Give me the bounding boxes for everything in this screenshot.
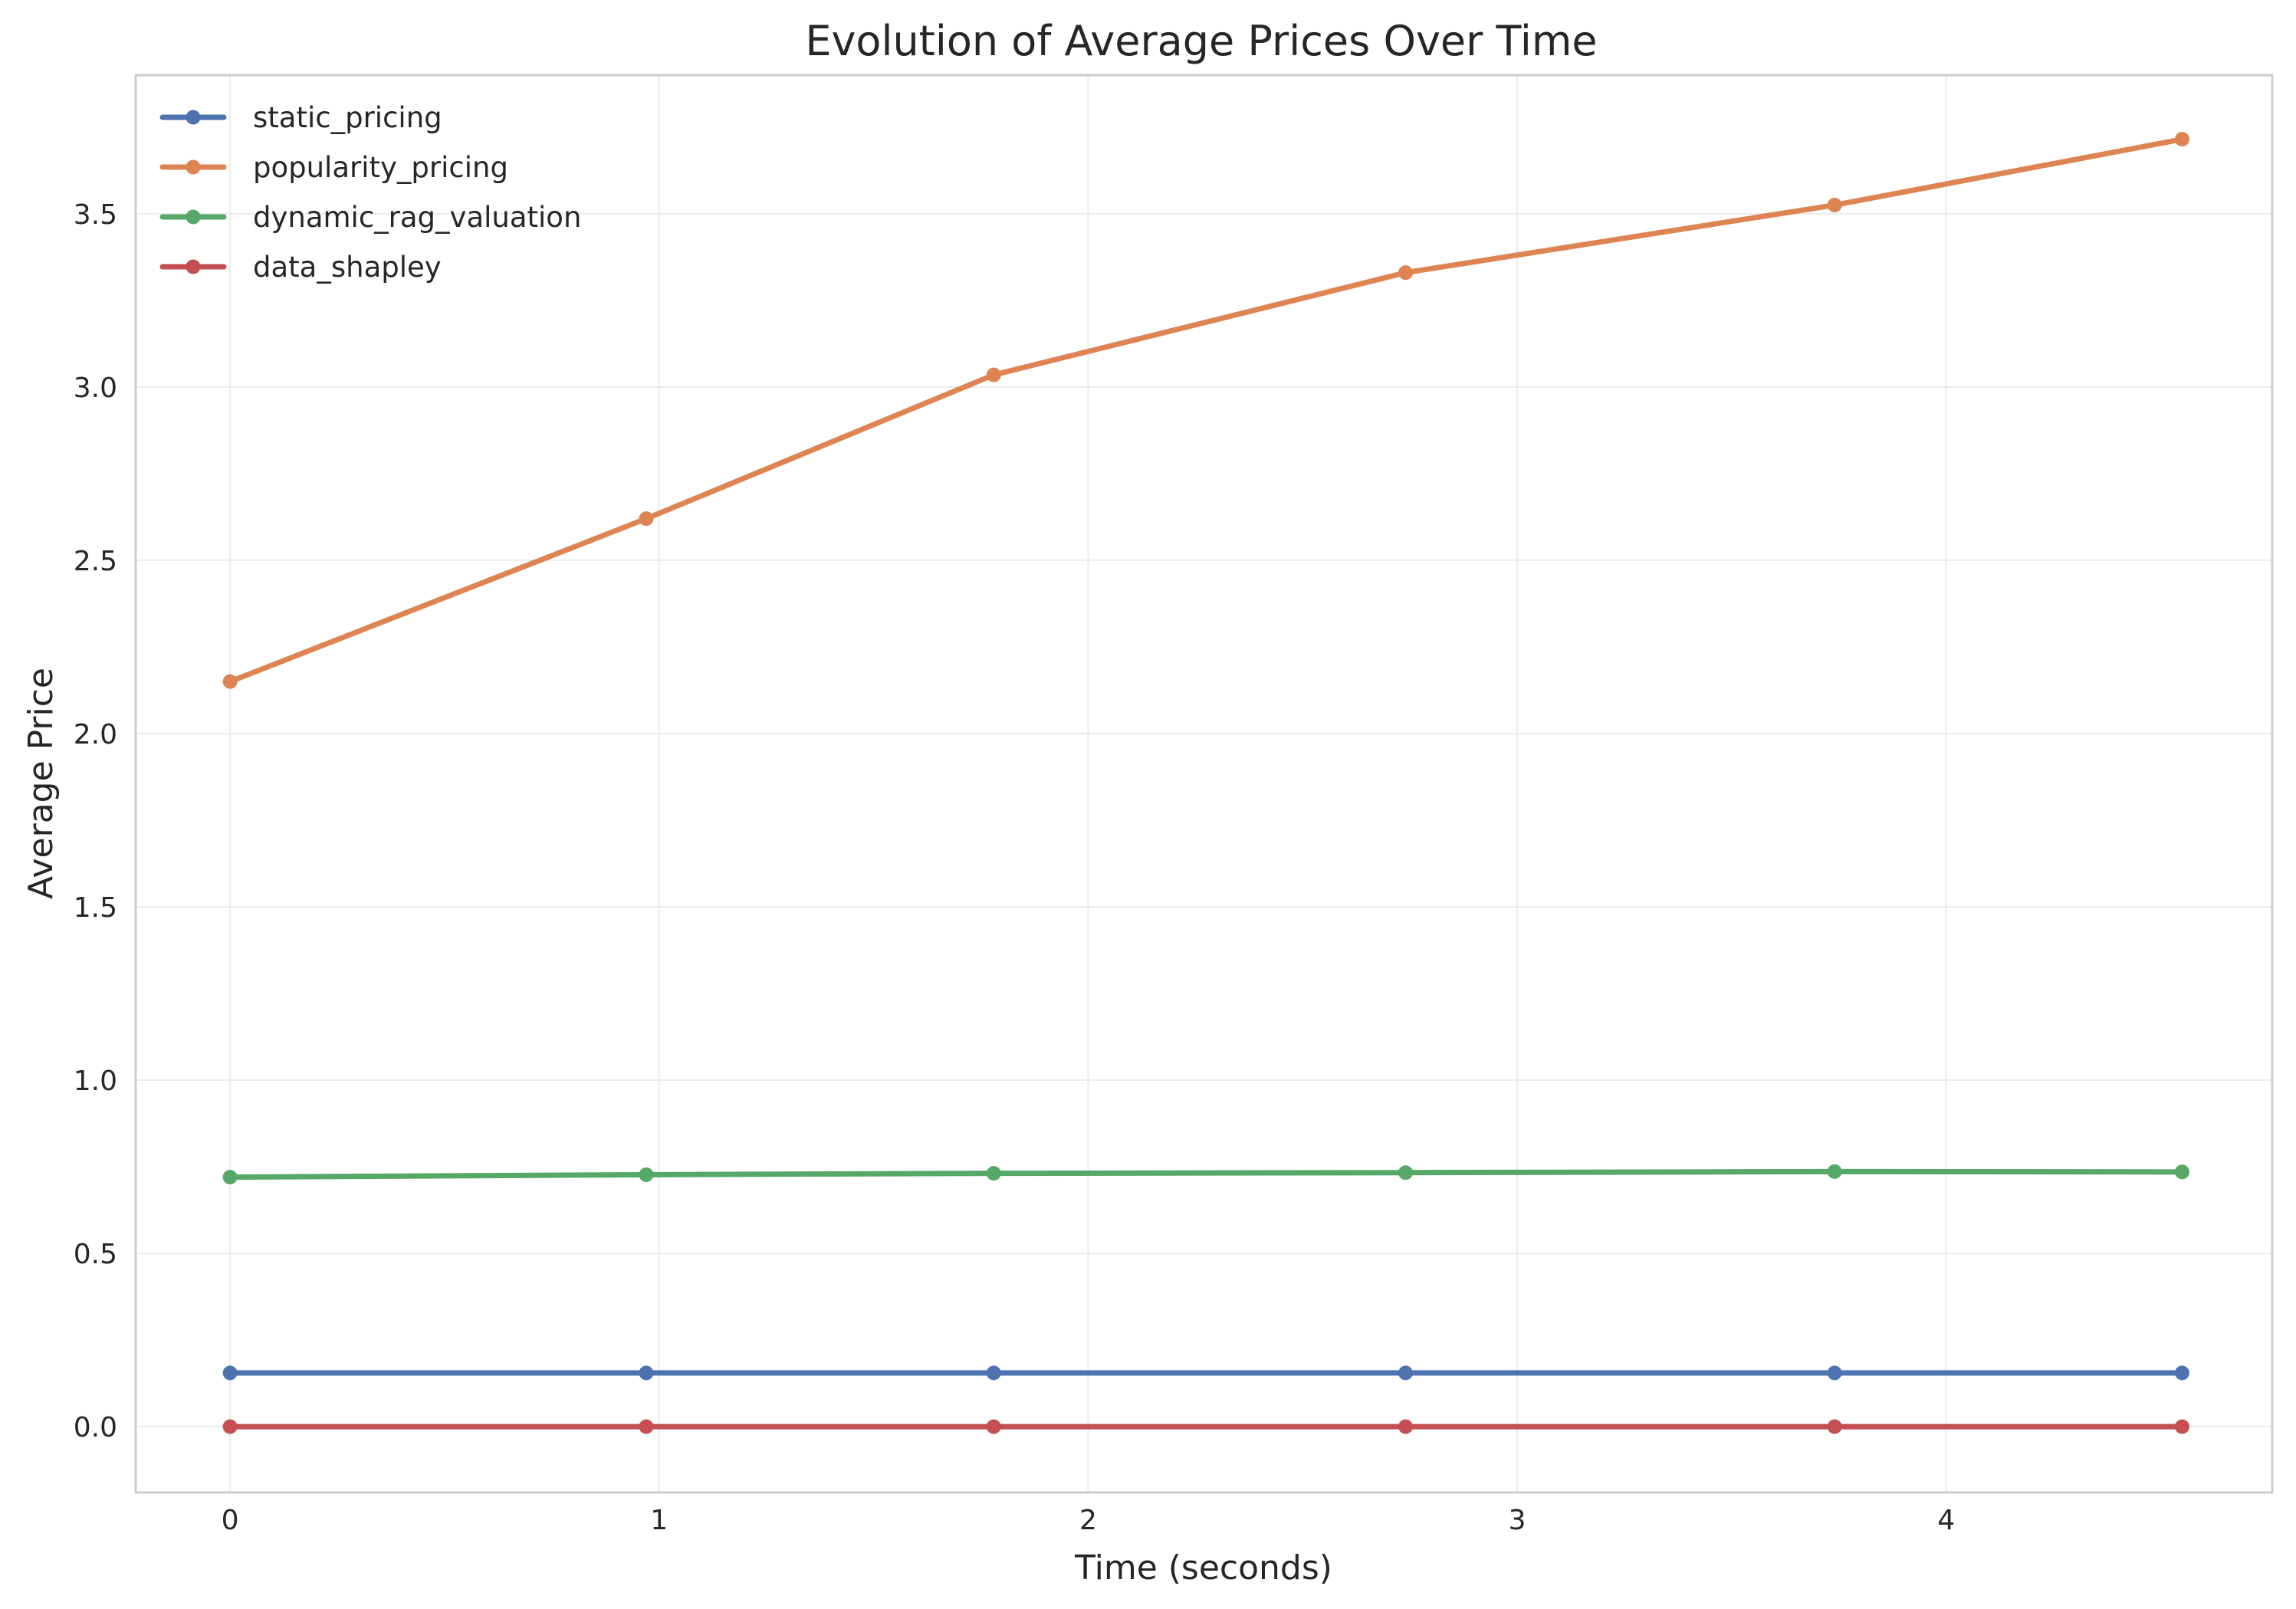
x-tick-label: 4: [1937, 1505, 1955, 1536]
y-tick-label: 3.5: [74, 199, 117, 231]
data-point: [2174, 132, 2189, 147]
y-tick-label: 3.0: [74, 373, 117, 404]
data-point: [1827, 198, 1842, 213]
legend-item: static_pricing: [159, 101, 442, 134]
data-point: [1398, 1419, 1414, 1434]
x-tick-label: 0: [222, 1505, 239, 1536]
legend-marker: [186, 159, 201, 175]
data-point: [2174, 1419, 2189, 1434]
data-point: [1398, 1365, 1414, 1381]
y-tick-label: 2.0: [74, 719, 117, 750]
legend-item: dynamic_rag_valuation: [159, 201, 581, 234]
y-tick-label: 1.0: [74, 1066, 117, 1097]
data-point: [222, 1419, 238, 1434]
data-point: [986, 1365, 1001, 1381]
data-point: [222, 1170, 238, 1185]
data-point: [2174, 1365, 2189, 1381]
data-point: [1827, 1419, 1842, 1434]
grid: [136, 75, 2272, 1492]
series-static-pricing: [222, 1365, 2189, 1381]
chart-title: Evolution of Average Prices Over Time: [805, 17, 1597, 65]
legend-item: data_shapley: [159, 251, 442, 284]
y-tick-label: 0.0: [74, 1412, 117, 1443]
data-point: [1398, 265, 1414, 281]
data-point: [1827, 1164, 1842, 1179]
legend-label: data_shapley: [253, 251, 442, 284]
y-tick-label: 0.5: [74, 1239, 117, 1270]
data-point: [222, 674, 238, 689]
series-line: [227, 1168, 2185, 1180]
legend-marker: [186, 259, 201, 274]
data-point: [639, 1419, 654, 1434]
data-point: [639, 511, 654, 527]
y-tick-label: 1.5: [74, 892, 117, 924]
data-point: [986, 367, 1001, 383]
legend-marker: [186, 209, 201, 225]
series-line: [227, 136, 2185, 685]
data-point: [2174, 1164, 2189, 1180]
legend-item: popularity_pricing: [159, 151, 508, 184]
data-point: [1827, 1365, 1842, 1381]
tick-labels: 0 1 2 3 4 0.0 0.5 1.0 1.5 2.0 2.5 3.0 3.5: [74, 199, 1955, 1536]
x-tick-label: 1: [650, 1505, 668, 1536]
series-dynamic-rag-valuation: [222, 1164, 2189, 1185]
data-point: [639, 1365, 654, 1381]
data-point: [986, 1419, 1001, 1434]
data-point: [986, 1166, 1001, 1181]
series-layer: [222, 132, 2189, 1434]
legend-label: popularity_pricing: [253, 151, 508, 184]
legend-label: static_pricing: [253, 101, 442, 134]
x-tick-label: 3: [1509, 1505, 1526, 1536]
legend-label: dynamic_rag_valuation: [253, 201, 581, 234]
data-point: [639, 1167, 654, 1182]
x-tick-label: 2: [1079, 1505, 1097, 1536]
data-point: [222, 1365, 238, 1381]
x-axis-label: Time (seconds): [1074, 1548, 1332, 1588]
series-data-shapley: [222, 1419, 2189, 1434]
legend-marker: [186, 110, 201, 125]
y-axis-label: Average Price: [21, 668, 61, 899]
y-tick-label: 2.5: [74, 546, 117, 577]
legend: static_pricing popularity_pricing dynamic_…: [159, 101, 581, 284]
series-popularity-pricing: [222, 132, 2189, 689]
plot-frame: [134, 74, 2274, 1494]
data-point: [1398, 1165, 1414, 1180]
